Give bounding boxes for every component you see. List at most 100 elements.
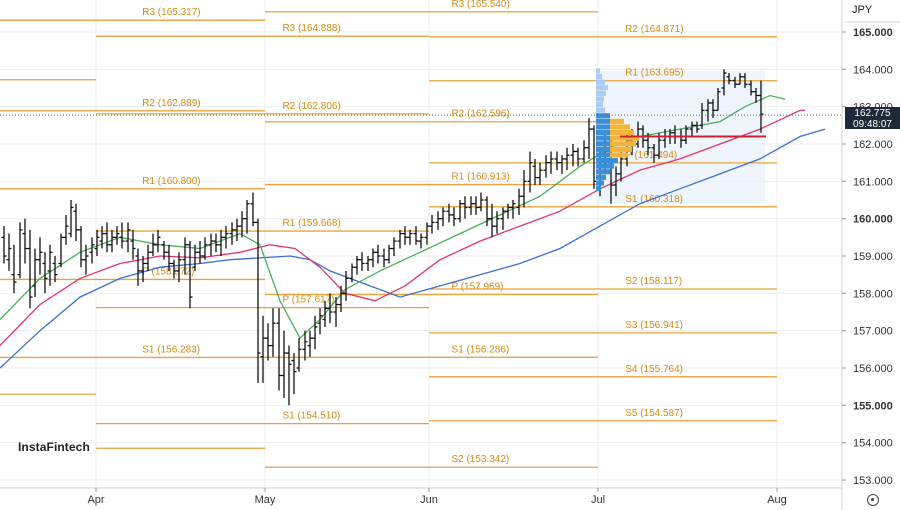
volume-row bbox=[596, 141, 610, 147]
y-tick-label: 161.000 bbox=[853, 176, 893, 188]
ohlc-bar bbox=[737, 73, 743, 85]
ohlc-bar bbox=[586, 117, 592, 159]
ohlc-bar bbox=[484, 196, 490, 227]
pivot-label: R2 (164.871) bbox=[625, 24, 683, 35]
volume-row bbox=[596, 113, 610, 119]
ohlc-bar bbox=[375, 244, 381, 264]
grid bbox=[0, 0, 842, 488]
ohlc-bar bbox=[63, 214, 69, 245]
volume-row bbox=[596, 85, 608, 91]
ohlc-bar bbox=[489, 203, 495, 238]
volume-row bbox=[596, 174, 606, 180]
ohlc-bar bbox=[130, 229, 136, 260]
ohlc-bar bbox=[365, 256, 371, 271]
y-tick-label: 155.000 bbox=[853, 400, 893, 412]
volume-row-value-area bbox=[610, 141, 636, 147]
volume-row-value-area bbox=[610, 152, 628, 158]
ohlc-bar bbox=[22, 218, 28, 264]
pivot-label: R2 (162.806) bbox=[282, 101, 340, 112]
ohlc-bar bbox=[197, 241, 203, 264]
ohlc-bar bbox=[451, 207, 457, 227]
ohlc-bar bbox=[302, 330, 308, 361]
brand-logo: InstaFintech bbox=[18, 440, 90, 454]
ohlc-bar bbox=[176, 252, 182, 283]
ohlc-bar bbox=[543, 155, 549, 178]
ohlc-bar bbox=[446, 203, 452, 223]
ohlc-bar bbox=[89, 237, 95, 264]
ohlc-bar bbox=[78, 226, 84, 268]
pivot-label: R1 (163.695) bbox=[625, 68, 683, 79]
ohlc-bar bbox=[505, 203, 511, 219]
ohlc-bar bbox=[296, 338, 302, 372]
x-tick-label: May bbox=[255, 494, 276, 506]
ohlc-bar bbox=[270, 308, 276, 357]
ohlc-bar bbox=[570, 144, 576, 167]
ohlc-bar bbox=[140, 256, 146, 283]
ohlc-bar bbox=[413, 226, 419, 245]
ohlc-bar bbox=[758, 80, 764, 133]
y-tick-label: 158.000 bbox=[853, 288, 893, 300]
y-tick-label: 164.000 bbox=[853, 64, 893, 76]
volume-row-value-area bbox=[610, 130, 634, 136]
ohlc-bar bbox=[359, 252, 365, 271]
settings-icon[interactable] bbox=[867, 494, 879, 506]
bar-countdown: 09:48:07 bbox=[853, 119, 892, 131]
ohlc-bar bbox=[171, 259, 177, 279]
ohlc-bar bbox=[338, 285, 344, 312]
x-tick-label: Apr bbox=[87, 494, 104, 506]
ohlc-bar bbox=[516, 188, 522, 215]
volume-row-value-area bbox=[610, 146, 632, 152]
ohlc-bar bbox=[370, 248, 376, 268]
pivot-label: S2 (153.342) bbox=[451, 454, 509, 465]
ohlc-bar bbox=[312, 315, 318, 350]
ohlc-bar bbox=[11, 244, 17, 294]
volume-row bbox=[596, 79, 605, 85]
pivot-label: P (157.969) bbox=[451, 281, 503, 292]
y-tick-label: 156.000 bbox=[853, 363, 893, 375]
ohlc-bar bbox=[187, 241, 193, 309]
ohlc-bar bbox=[473, 196, 479, 215]
ohlc-bar bbox=[276, 308, 282, 391]
ohlc-bar bbox=[255, 218, 261, 383]
ohlc-bar bbox=[94, 229, 100, 256]
ohlc-bar bbox=[753, 88, 759, 103]
pivot-label: R3 (164.888) bbox=[282, 23, 340, 34]
ohlc-bar bbox=[182, 237, 188, 275]
ohlc-bar bbox=[564, 147, 570, 171]
y-tick-label: 162.000 bbox=[853, 139, 893, 151]
ohlc-bar bbox=[689, 121, 695, 137]
ohlc-bar bbox=[705, 99, 711, 122]
volume-row-value-area bbox=[610, 124, 630, 130]
volume-row bbox=[596, 96, 604, 102]
y-tick-label: 165.000 bbox=[853, 27, 893, 39]
y-axis: 153.000 154.000 155.000 156.000 157.000 158.0… bbox=[841, 0, 900, 510]
volume-row bbox=[596, 186, 601, 192]
pivot-label: P (161.494) bbox=[625, 150, 677, 161]
volume-row bbox=[596, 68, 600, 74]
ohlc-bar bbox=[37, 237, 43, 275]
ohlc-bar bbox=[548, 151, 554, 174]
ohlc-bar bbox=[581, 140, 587, 163]
ohlc-bar bbox=[748, 80, 754, 96]
volume-row bbox=[596, 130, 610, 136]
ohlc-bar bbox=[218, 229, 224, 256]
volume-row bbox=[596, 152, 610, 158]
pivot-label: S4 (155.764) bbox=[625, 364, 683, 375]
ohlc-bar bbox=[83, 244, 89, 275]
ohlc-bar bbox=[721, 69, 727, 96]
ohlc-bar bbox=[715, 88, 721, 112]
pivot-label: R1 (160.800) bbox=[142, 176, 200, 187]
pivot-label: R1 (159.668) bbox=[282, 218, 340, 229]
volume-row bbox=[596, 169, 610, 175]
current-price-tag: 162.775 09:48:07 bbox=[845, 107, 900, 131]
ohlc-bar bbox=[732, 76, 738, 88]
ohlc-bar bbox=[145, 244, 151, 271]
ohlc-bar bbox=[6, 233, 12, 271]
ohlc-bar bbox=[386, 244, 392, 264]
ohlc-bar bbox=[244, 200, 250, 234]
volume-row-value-area bbox=[610, 118, 624, 124]
ohlc-bar bbox=[699, 102, 705, 130]
volume-row bbox=[596, 74, 602, 80]
ohlc-bar bbox=[260, 315, 266, 383]
